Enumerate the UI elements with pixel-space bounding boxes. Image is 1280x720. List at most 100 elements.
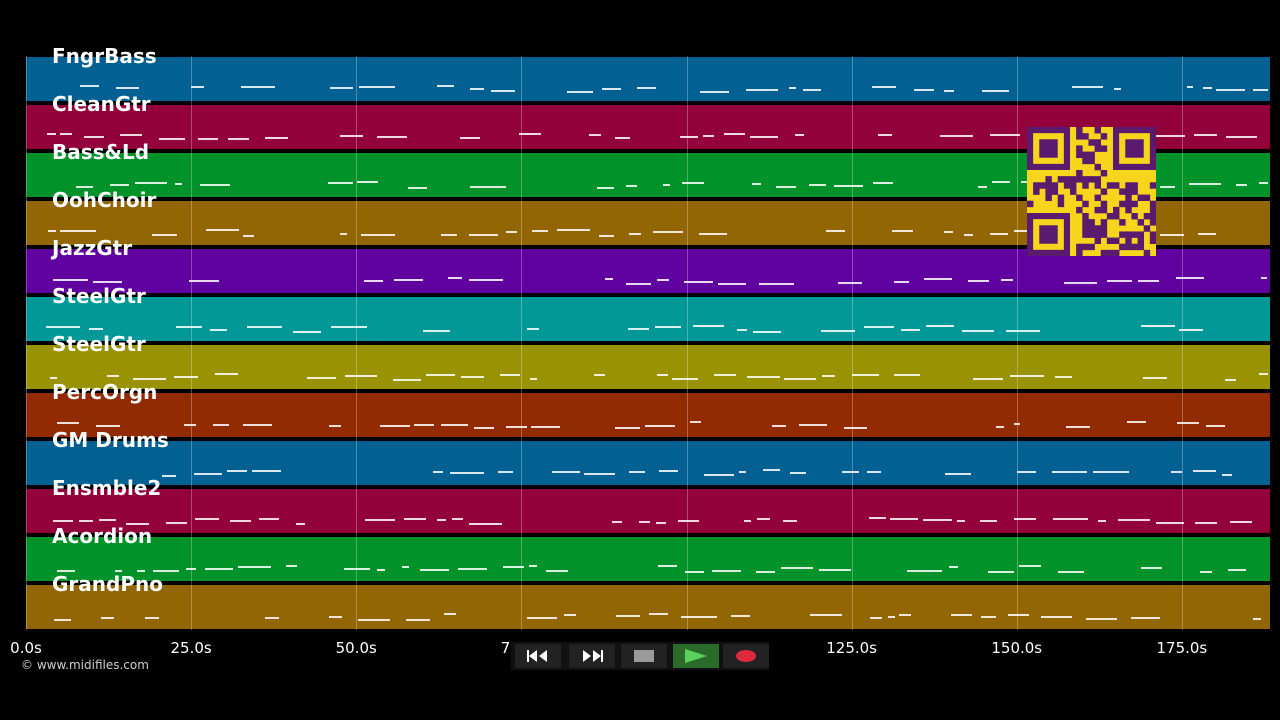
midi-note: [473, 427, 494, 429]
record-button[interactable]: [723, 644, 769, 668]
track-lane[interactable]: [26, 56, 1270, 102]
midi-note: [790, 472, 806, 474]
midi-note: [198, 138, 218, 140]
midi-note: [437, 519, 447, 521]
midi-note: [552, 471, 580, 473]
midi-note: [60, 133, 73, 135]
midi-note: [1040, 616, 1072, 618]
midi-note: [109, 184, 130, 186]
midi-note: [1253, 618, 1262, 620]
track-lane[interactable]: [26, 488, 1270, 534]
midi-note: [447, 277, 462, 279]
midi-note: [242, 235, 255, 237]
track-name: Acordion: [52, 524, 153, 548]
midi-note: [615, 615, 641, 617]
midi-note: [598, 235, 615, 237]
midi-note: [406, 619, 431, 621]
midi-note: [803, 89, 821, 91]
midi-note: [213, 424, 230, 426]
midi-note: [712, 570, 742, 572]
midi-note: [331, 326, 367, 328]
midi-note: [237, 566, 272, 568]
midi-note: [363, 280, 383, 282]
fast-forward-button[interactable]: [569, 644, 615, 668]
midi-note: [821, 375, 836, 377]
midi-note: [645, 425, 676, 427]
midi-note: [47, 230, 57, 232]
midi-note: [1008, 614, 1029, 616]
midi-note: [80, 85, 100, 87]
track-name: CleanGtr: [52, 92, 151, 116]
track-lane[interactable]: [26, 536, 1270, 582]
midi-note: [1176, 277, 1205, 279]
midi-note: [747, 376, 780, 378]
rewind-button[interactable]: [515, 644, 561, 668]
midi-note: [677, 520, 699, 522]
midi-note: [531, 426, 561, 428]
midi-note: [809, 614, 842, 616]
midi-note: [252, 470, 282, 472]
midi-note: [893, 374, 920, 376]
midi-note: [449, 472, 484, 474]
track-name: GrandPno: [52, 572, 163, 596]
play-button[interactable]: [673, 644, 719, 668]
midi-note: [1118, 519, 1151, 521]
midi-note: [736, 329, 747, 331]
midi-note: [989, 134, 1020, 136]
midi-note: [615, 137, 631, 139]
midi-note: [530, 378, 537, 380]
qr-code-icon[interactable]: [1027, 127, 1157, 257]
stop-button[interactable]: [621, 644, 667, 668]
midi-note: [658, 565, 678, 567]
midi-note: [1055, 376, 1073, 378]
midi-note: [1171, 471, 1183, 473]
midi-note: [165, 522, 188, 524]
midi-note: [215, 373, 239, 375]
midi-note: [638, 521, 651, 523]
track-lane[interactable]: [26, 584, 1270, 630]
midi-note: [890, 518, 919, 520]
midi-note: [151, 234, 177, 236]
midi-note: [762, 469, 781, 471]
midi-note: [842, 471, 860, 473]
track-lane[interactable]: [26, 440, 1270, 486]
midi-note: [844, 427, 867, 429]
midi-note: [52, 279, 89, 281]
grid-line: [191, 56, 193, 630]
midi-note: [1159, 186, 1175, 188]
midi-note: [636, 87, 657, 89]
midi-note: [892, 230, 914, 232]
midi-note: [1141, 567, 1163, 569]
time-tick-label: 175.0s: [1156, 639, 1208, 657]
midi-note: [286, 565, 297, 567]
midi-note: [519, 133, 542, 135]
midi-note: [57, 570, 75, 572]
midi-note: [199, 184, 231, 186]
midi-note: [659, 470, 678, 472]
midi-note: [657, 279, 669, 281]
midi-note: [1131, 617, 1161, 619]
midi-note: [345, 375, 378, 377]
midi-note: [1258, 373, 1268, 375]
grid-line: [686, 56, 688, 630]
track-lane[interactable]: [26, 296, 1270, 342]
midi-note: [96, 425, 120, 427]
midi-note: [671, 378, 699, 380]
time-tick-label: 125.0s: [826, 639, 878, 657]
midi-note: [258, 518, 280, 520]
midi-note: [693, 325, 725, 327]
midi-note: [718, 283, 747, 285]
midi-note: [60, 230, 96, 232]
midi-note: [1202, 87, 1212, 89]
midi-note: [1138, 280, 1159, 282]
midi-note: [174, 183, 183, 185]
midi-note: [1225, 379, 1236, 381]
midi-note: [265, 137, 288, 139]
track-lane[interactable]: [26, 392, 1270, 438]
midi-note: [949, 566, 959, 568]
midi-note: [158, 138, 185, 140]
midi-note: [45, 326, 81, 328]
track-lane[interactable]: [26, 344, 1270, 390]
midi-note: [47, 133, 56, 135]
midi-note: [567, 91, 594, 93]
